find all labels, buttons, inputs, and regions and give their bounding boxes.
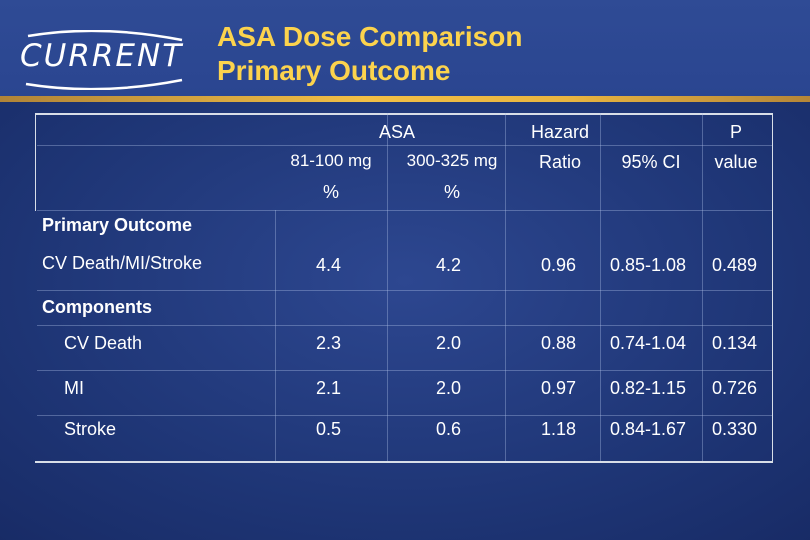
cell-hazard-ratio: 0.96 bbox=[541, 255, 577, 275]
grid-line bbox=[37, 145, 772, 146]
section-components: Components bbox=[42, 297, 152, 317]
results-table: ASA Hazard P 81-100 mg 300-325 mg Ratio … bbox=[35, 113, 773, 463]
cell-ci: 0.84-1.67 bbox=[610, 419, 687, 439]
current-logo: CURRENT bbox=[0, 30, 210, 90]
logo-swoosh-icon bbox=[25, 30, 183, 90]
grid-line bbox=[505, 113, 506, 461]
row-label: Stroke bbox=[64, 419, 117, 439]
cell-p-value: 0.330 bbox=[712, 419, 758, 439]
value-header: value bbox=[714, 152, 758, 172]
cell-high-dose: 2.0 bbox=[436, 378, 462, 398]
unit-low-header: % bbox=[322, 182, 340, 202]
grid-line bbox=[600, 113, 601, 461]
cell-high-dose: 2.0 bbox=[436, 333, 462, 353]
grid-line bbox=[37, 415, 772, 416]
asa-group-header: ASA bbox=[378, 122, 416, 142]
cell-high-dose: 0.6 bbox=[436, 419, 462, 439]
cell-hazard-ratio: 1.18 bbox=[541, 419, 577, 439]
row-label: CV Death bbox=[64, 333, 143, 353]
cell-low-dose: 4.4 bbox=[316, 255, 342, 275]
unit-high-header: % bbox=[443, 182, 461, 202]
row-label: MI bbox=[64, 378, 84, 398]
header-divider bbox=[0, 96, 810, 102]
hazard-header: Hazard bbox=[530, 122, 590, 142]
logo-text: CURRENT bbox=[20, 38, 184, 74]
table-top-border bbox=[35, 113, 773, 115]
row-label: CV Death/MI/Stroke bbox=[42, 253, 203, 273]
cell-low-dose: 2.1 bbox=[316, 378, 342, 398]
cell-ci: 0.85-1.08 bbox=[610, 255, 687, 275]
title-line-2: Primary Outcome bbox=[217, 55, 451, 86]
page-title: ASA Dose Comparison Primary Outcome bbox=[217, 20, 522, 88]
cell-low-dose: 2.3 bbox=[316, 333, 342, 353]
ratio-header: Ratio bbox=[538, 152, 582, 172]
title-line-1: ASA Dose Comparison bbox=[217, 21, 523, 52]
grid-line bbox=[387, 113, 388, 461]
cell-ci: 0.74-1.04 bbox=[610, 333, 687, 353]
grid-line bbox=[37, 325, 772, 326]
grid-line bbox=[37, 290, 772, 291]
p-header: P bbox=[729, 122, 743, 142]
table-bottom-border bbox=[35, 461, 773, 463]
table-left-border bbox=[35, 113, 36, 211]
section-primary-outcome: Primary Outcome bbox=[42, 215, 193, 235]
table-right-border bbox=[772, 113, 773, 463]
dose-high-header: 300-325 mg bbox=[406, 151, 498, 170]
grid-line bbox=[37, 210, 772, 211]
ci-header: 95% CI bbox=[621, 152, 681, 172]
cell-hazard-ratio: 0.88 bbox=[541, 333, 577, 353]
grid-line bbox=[37, 370, 772, 371]
header-band bbox=[0, 0, 810, 102]
cell-high-dose: 4.2 bbox=[436, 255, 462, 275]
cell-p-value: 0.134 bbox=[712, 333, 758, 353]
grid-line bbox=[275, 210, 276, 461]
dose-low-header: 81-100 mg bbox=[290, 151, 372, 170]
cell-ci: 0.82-1.15 bbox=[610, 378, 687, 398]
grid-line bbox=[702, 113, 703, 461]
cell-p-value: 0.489 bbox=[712, 255, 758, 275]
cell-p-value: 0.726 bbox=[712, 378, 758, 398]
cell-hazard-ratio: 0.97 bbox=[541, 378, 577, 398]
cell-low-dose: 0.5 bbox=[316, 419, 342, 439]
